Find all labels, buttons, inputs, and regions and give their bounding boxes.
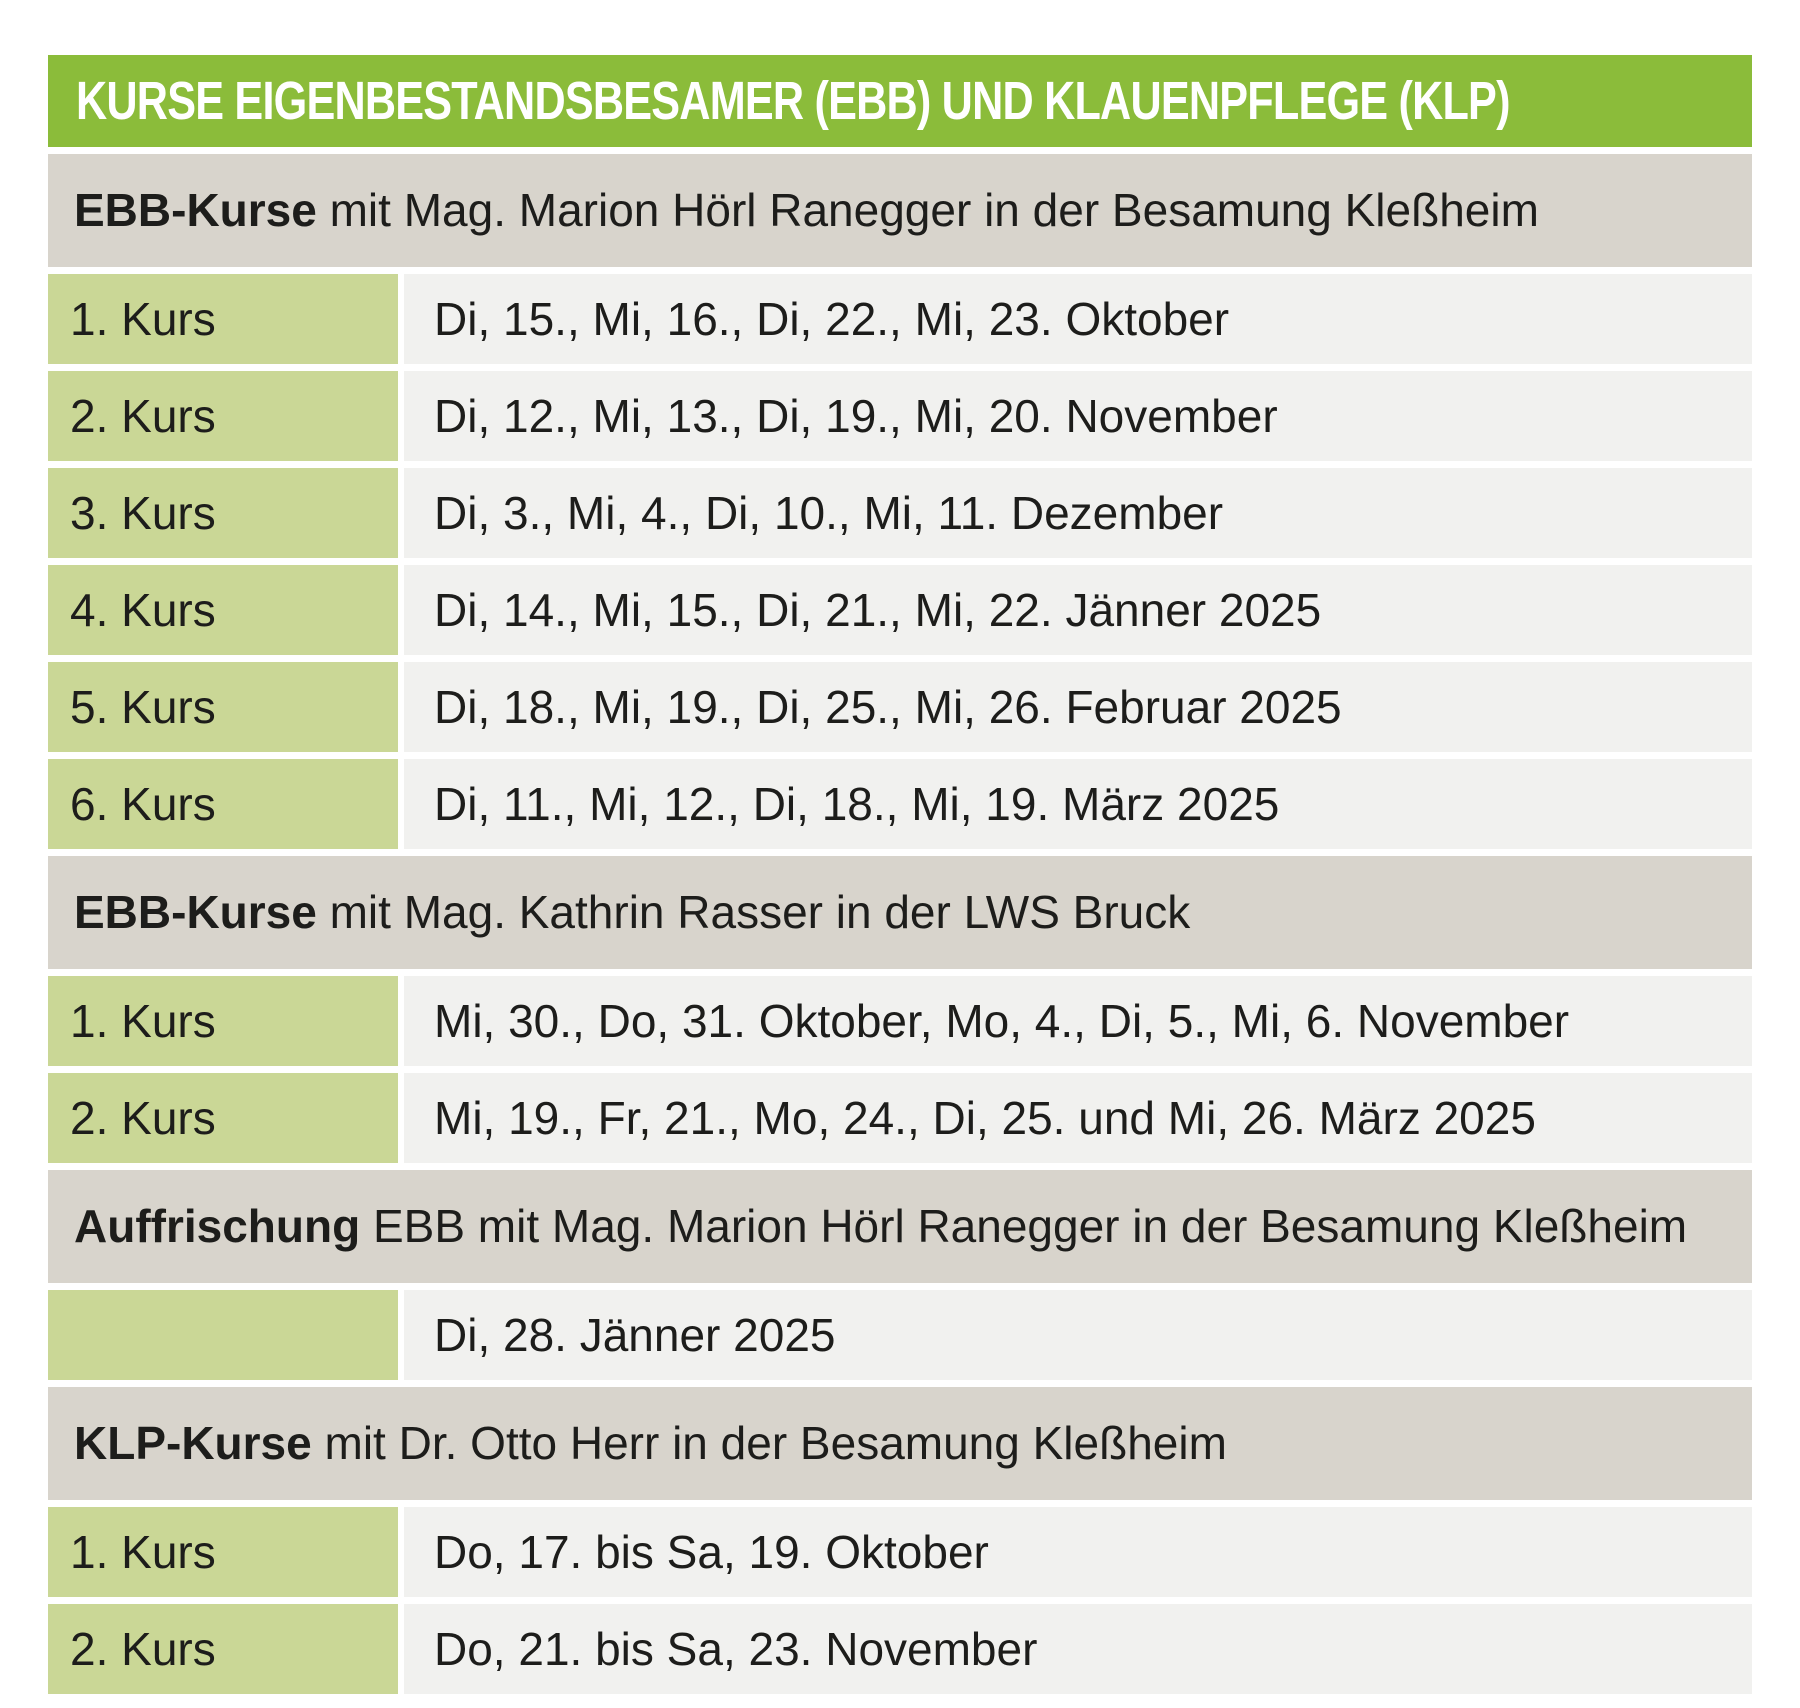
course-label-cell: 4. Kurs	[48, 565, 398, 655]
table-title: KURSE EIGENBESTANDSBESAMER (EBB) UND KLA…	[76, 71, 1510, 131]
table-row: Di, 28. Jänner 2025	[48, 1290, 1752, 1380]
course-dates-cell: Di, 15., Mi, 16., Di, 22., Mi, 23. Oktob…	[404, 274, 1752, 364]
course-label-cell: 6. Kurs	[48, 759, 398, 849]
table-row: 4. Kurs Di, 14., Mi, 15., Di, 21., Mi, 22…	[48, 565, 1752, 655]
section-heading-bold: EBB-Kurse	[74, 886, 317, 938]
section-heading-bold: KLP-Kurse	[74, 1417, 312, 1469]
section-header: EBB-Kurse mit Mag. Marion Hörl Ranegger …	[48, 154, 1752, 267]
course-schedule-table: KURSE EIGENBESTANDSBESAMER (EBB) UND KLA…	[48, 55, 1752, 1694]
section-heading-bold: EBB-Kurse	[74, 184, 317, 236]
course-dates-cell: Di, 3., Mi, 4., Di, 10., Mi, 11. Dezembe…	[404, 468, 1752, 558]
section-heading-text: mit Mag. Marion Hörl Ranegger in der Bes…	[316, 184, 1539, 236]
section-header: KLP-Kurse mit Dr. Otto Herr in der Besam…	[48, 1387, 1752, 1500]
table-row: 1. Kurs Di, 15., Mi, 16., Di, 22., Mi, 23…	[48, 274, 1752, 364]
section-heading-text: mit Dr. Otto Herr in der Besamung Kleßhe…	[311, 1417, 1227, 1469]
course-dates-cell: Do, 21. bis Sa, 23. November	[404, 1604, 1752, 1694]
course-label-cell: 2. Kurs	[48, 371, 398, 461]
section-heading-text: EBB mit Mag. Marion Hörl Ranegger in der…	[360, 1200, 1688, 1252]
course-dates-cell: Di, 12., Mi, 13., Di, 19., Mi, 20. Novem…	[404, 371, 1752, 461]
course-label-cell: 5. Kurs	[48, 662, 398, 752]
section-heading-text: mit Mag. Kathrin Rasser in der LWS Bruck	[316, 886, 1191, 938]
course-label-cell: 1. Kurs	[48, 1507, 398, 1597]
table-row: 2. Kurs Do, 21. bis Sa, 23. November	[48, 1604, 1752, 1694]
course-dates-cell: Di, 14., Mi, 15., Di, 21., Mi, 22. Jänne…	[404, 565, 1752, 655]
section-header: EBB-Kurse mit Mag. Kathrin Rasser in der…	[48, 856, 1752, 969]
course-dates-cell: Di, 28. Jänner 2025	[404, 1290, 1752, 1380]
course-label-cell: 2. Kurs	[48, 1073, 398, 1163]
table-title-bar: KURSE EIGENBESTANDSBESAMER (EBB) UND KLA…	[48, 55, 1752, 147]
course-label-cell: 3. Kurs	[48, 468, 398, 558]
table-row: 2. Kurs Mi, 19., Fr, 21., Mo, 24., Di, 25…	[48, 1073, 1752, 1163]
course-dates-cell: Mi, 30., Do, 31. Oktober, Mo, 4., Di, 5.…	[404, 976, 1752, 1066]
section-heading-bold: Auffrischung	[74, 1200, 361, 1252]
section-header: Auffrischung EBB mit Mag. Marion Hörl Ra…	[48, 1170, 1752, 1283]
table-row: 3. Kurs Di, 3., Mi, 4., Di, 10., Mi, 11. …	[48, 468, 1752, 558]
course-dates-cell: Di, 18., Mi, 19., Di, 25., Mi, 26. Febru…	[404, 662, 1752, 752]
table-row: 2. Kurs Di, 12., Mi, 13., Di, 19., Mi, 20…	[48, 371, 1752, 461]
course-dates-cell: Do, 17. bis Sa, 19. Oktober	[404, 1507, 1752, 1597]
course-label-cell	[48, 1290, 398, 1380]
course-dates-cell: Di, 11., Mi, 12., Di, 18., Mi, 19. März …	[404, 759, 1752, 849]
course-label-cell: 2. Kurs	[48, 1604, 398, 1694]
course-label-cell: 1. Kurs	[48, 274, 398, 364]
table-row: 5. Kurs Di, 18., Mi, 19., Di, 25., Mi, 26…	[48, 662, 1752, 752]
course-label-cell: 1. Kurs	[48, 976, 398, 1066]
table-row: 1. Kurs Mi, 30., Do, 31. Oktober, Mo, 4.,…	[48, 976, 1752, 1066]
table-row: 1. Kurs Do, 17. bis Sa, 19. Oktober	[48, 1507, 1752, 1597]
table-row: 6. Kurs Di, 11., Mi, 12., Di, 18., Mi, 19…	[48, 759, 1752, 849]
course-dates-cell: Mi, 19., Fr, 21., Mo, 24., Di, 25. und M…	[404, 1073, 1752, 1163]
